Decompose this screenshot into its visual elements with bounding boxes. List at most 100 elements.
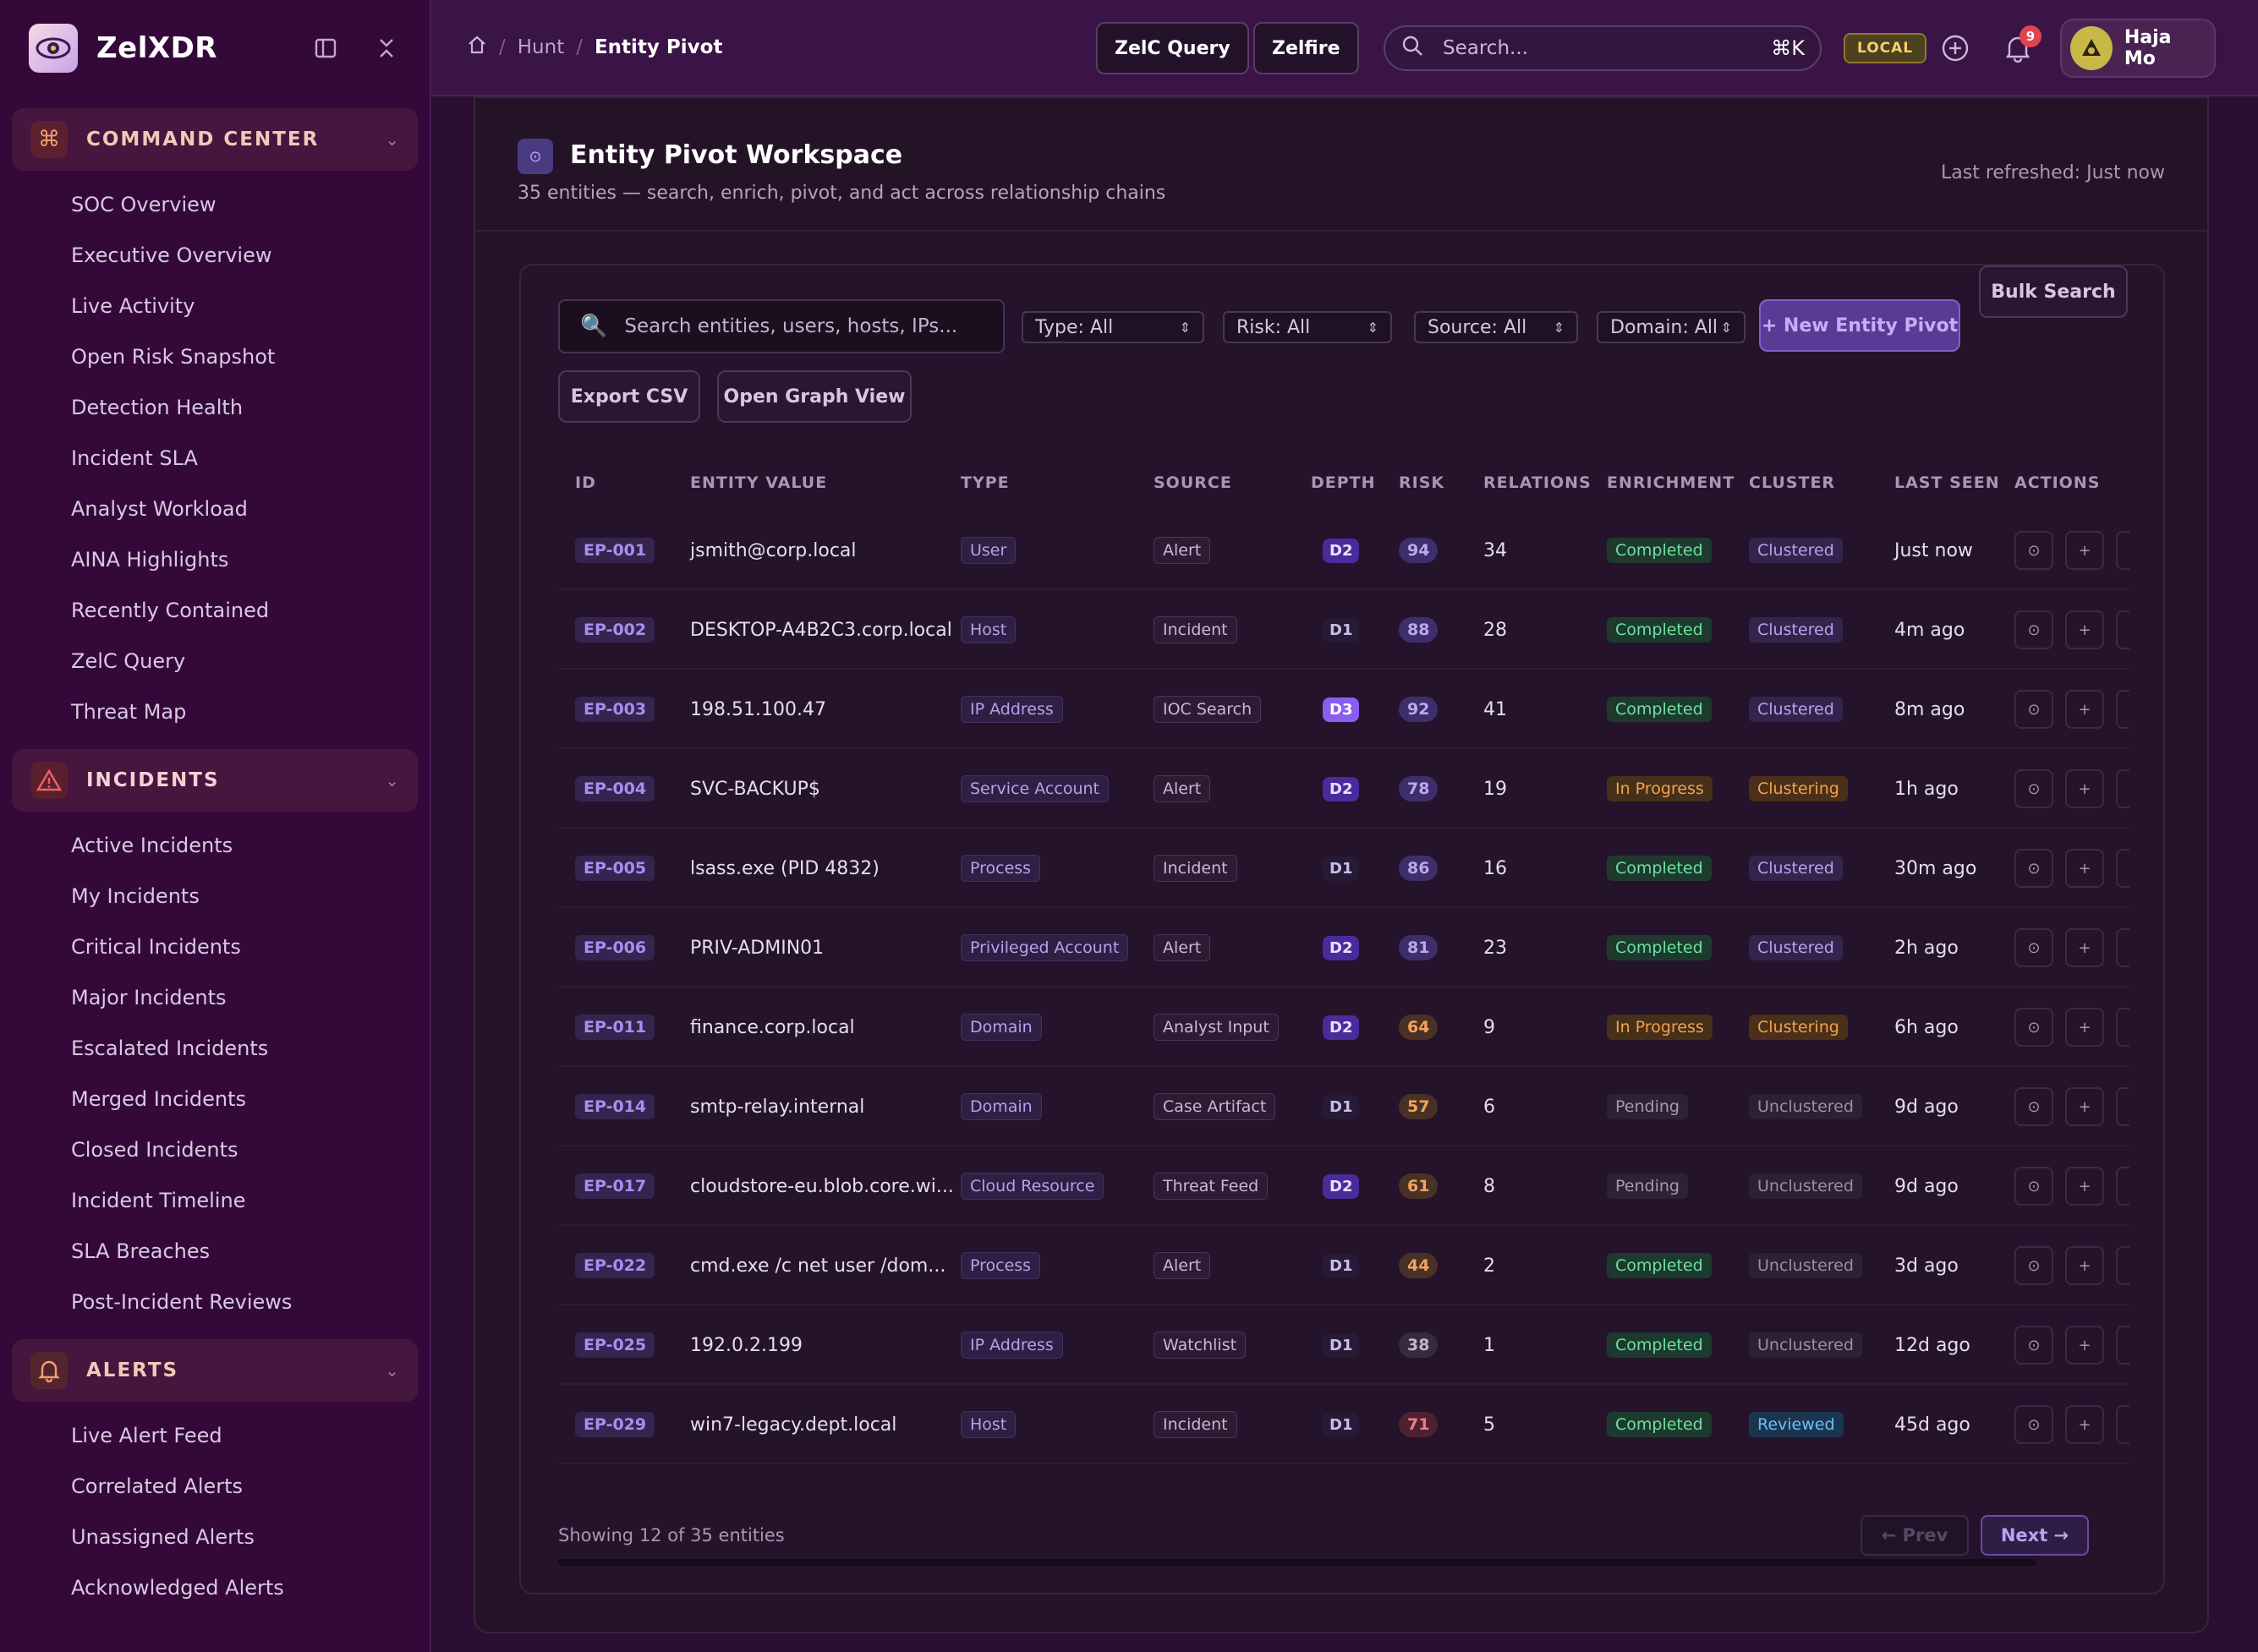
entity-id[interactable]: EP-029 bbox=[575, 1412, 655, 1437]
zelc-query-button[interactable]: ZelC Query bbox=[1096, 22, 1249, 74]
entity-id[interactable]: EP-022 bbox=[575, 1253, 655, 1278]
sidebar-item-detection-health[interactable]: Detection Health bbox=[0, 382, 430, 433]
add-icon[interactable]: + bbox=[2065, 1008, 2104, 1047]
col-risk[interactable]: RISK bbox=[1399, 473, 1444, 492]
table-row[interactable]: EP-001 jsmith@corp.local User Alert D2 94 34 Co… bbox=[558, 511, 2129, 590]
entity-id[interactable]: EP-025 bbox=[575, 1332, 655, 1358]
next-page-button[interactable]: Next → bbox=[1981, 1515, 2089, 1556]
pivot-icon[interactable]: ⊙ bbox=[2014, 1087, 2053, 1126]
sidebar-item-incident-timeline[interactable]: Incident Timeline bbox=[0, 1175, 430, 1226]
zelfire-button[interactable]: Zelfire bbox=[1253, 22, 1359, 74]
entity-value[interactable]: jsmith@corp.local bbox=[690, 511, 857, 590]
export-csv-button[interactable]: Export CSV bbox=[558, 370, 700, 423]
sidebar-item-my-incidents[interactable]: My Incidents bbox=[0, 871, 430, 922]
section-alerts[interactable]: ALERTS ⌄ bbox=[12, 1339, 418, 1402]
sidebar-item-live-alert-feed[interactable]: Live Alert Feed bbox=[0, 1410, 430, 1461]
pivot-icon[interactable]: ⊙ bbox=[2014, 531, 2053, 570]
sidebar-item-post-incident-reviews[interactable]: Post-Incident Reviews bbox=[0, 1277, 430, 1327]
horizontal-scrollbar[interactable] bbox=[558, 1559, 2036, 1566]
pivot-icon[interactable]: ⊙ bbox=[2014, 610, 2053, 649]
pivot-icon[interactable]: ⊙ bbox=[2014, 849, 2053, 888]
table-row[interactable]: EP-025 192.0.2.199 IP Address Watchlist D1 38… bbox=[558, 1305, 2129, 1385]
pivot-icon[interactable]: ⊙ bbox=[2014, 1405, 2053, 1444]
table-row[interactable]: EP-011 finance.corp.local Domain Analyst In… bbox=[558, 987, 2129, 1067]
add-circle-icon[interactable] bbox=[1938, 31, 1972, 65]
add-icon[interactable]: + bbox=[2065, 769, 2104, 808]
col-type[interactable]: TYPE bbox=[961, 473, 1010, 492]
entity-value[interactable]: cmd.exe /c net user /dom... bbox=[690, 1226, 945, 1305]
sidebar-item-aina-highlights[interactable]: AINA Highlights bbox=[0, 534, 430, 585]
more-actions-icon[interactable] bbox=[2116, 1405, 2129, 1444]
source-filter-select[interactable]: Source: All ⇕ bbox=[1414, 311, 1578, 343]
entity-id[interactable]: EP-011 bbox=[575, 1015, 655, 1040]
entity-id[interactable]: EP-002 bbox=[575, 617, 655, 643]
entity-id[interactable]: EP-003 bbox=[575, 697, 655, 722]
sidebar-item-acknowledged-alerts[interactable]: Acknowledged Alerts bbox=[0, 1562, 430, 1613]
sidebar-item-recently-contained[interactable]: Recently Contained bbox=[0, 585, 430, 636]
more-actions-icon[interactable] bbox=[2116, 1167, 2129, 1206]
bulk-search-button[interactable]: Bulk Search bbox=[1979, 265, 2128, 318]
sidebar-item-major-incidents[interactable]: Major Incidents bbox=[0, 972, 430, 1023]
pivot-icon[interactable]: ⊙ bbox=[2014, 769, 2053, 808]
more-actions-icon[interactable] bbox=[2116, 610, 2129, 649]
sidebar-item-live-activity[interactable]: Live Activity bbox=[0, 281, 430, 331]
col-last-seen[interactable]: LAST SEEN bbox=[1894, 473, 2000, 492]
breadcrumb-hunt[interactable]: Hunt bbox=[518, 36, 564, 58]
global-search-input[interactable]: Search... ⌘K bbox=[1384, 25, 1822, 71]
entity-value[interactable]: lsass.exe (PID 4832) bbox=[690, 829, 880, 908]
table-row[interactable]: EP-017 cloudstore-eu.blob.core.wi... Cloud… bbox=[558, 1146, 2129, 1226]
table-row[interactable]: EP-002 DESKTOP-A4B2C3.corp.local Host Incid… bbox=[558, 590, 2129, 670]
entity-id[interactable]: EP-005 bbox=[575, 856, 655, 881]
sidebar-item-threat-map[interactable]: Threat Map bbox=[0, 687, 430, 737]
entity-value[interactable]: DESKTOP-A4B2C3.corp.local bbox=[690, 590, 952, 670]
sidebar-item-analyst-workload[interactable]: Analyst Workload bbox=[0, 484, 430, 534]
table-row[interactable]: EP-004 SVC-BACKUP$ Service Account Alert D2 7… bbox=[558, 749, 2129, 829]
entity-value[interactable]: finance.corp.local bbox=[690, 987, 855, 1067]
add-icon[interactable]: + bbox=[2065, 690, 2104, 729]
home-icon[interactable] bbox=[467, 35, 487, 60]
col-enrichment[interactable]: ENRICHMENT bbox=[1607, 473, 1735, 492]
domain-filter-select[interactable]: Domain: All ⇕ bbox=[1597, 311, 1746, 343]
add-icon[interactable]: + bbox=[2065, 610, 2104, 649]
table-row[interactable]: EP-006 PRIV-ADMIN01 Privileged Account Aler… bbox=[558, 908, 2129, 987]
sidebar-item-correlated-alerts[interactable]: Correlated Alerts bbox=[0, 1461, 430, 1512]
more-actions-icon[interactable] bbox=[2116, 928, 2129, 967]
pivot-icon[interactable]: ⊙ bbox=[2014, 690, 2053, 729]
sidebar-item-open-risk-snapshot[interactable]: Open Risk Snapshot bbox=[0, 331, 430, 382]
entity-id[interactable]: EP-017 bbox=[575, 1173, 655, 1199]
pivot-icon[interactable]: ⊙ bbox=[2014, 1167, 2053, 1206]
sidebar-item-closed-incidents[interactable]: Closed Incidents bbox=[0, 1124, 430, 1175]
table-row[interactable]: EP-003 198.51.100.47 IP Address IOC Search D… bbox=[558, 670, 2129, 749]
pivot-icon[interactable]: ⊙ bbox=[2014, 1326, 2053, 1365]
add-icon[interactable]: + bbox=[2065, 1246, 2104, 1285]
entity-id[interactable]: EP-014 bbox=[575, 1094, 655, 1119]
table-row[interactable]: EP-022 cmd.exe /c net user /dom... Process… bbox=[558, 1226, 2129, 1305]
section-incidents[interactable]: INCIDENTS ⌄ bbox=[12, 749, 418, 812]
sidebar-item-sla-breaches[interactable]: SLA Breaches bbox=[0, 1226, 430, 1277]
section-command-center[interactable]: ⌘ COMMAND CENTER ⌄ bbox=[12, 108, 418, 171]
more-actions-icon[interactable] bbox=[2116, 1008, 2129, 1047]
add-icon[interactable]: + bbox=[2065, 1167, 2104, 1206]
sidebar-item-executive-overview[interactable]: Executive Overview bbox=[0, 230, 430, 281]
pivot-icon[interactable]: ⊙ bbox=[2014, 1008, 2053, 1047]
prev-page-button[interactable]: ← Prev bbox=[1861, 1515, 1969, 1556]
table-row[interactable]: EP-005 lsass.exe (PID 4832) Process Inciden… bbox=[558, 829, 2129, 908]
more-actions-icon[interactable] bbox=[2116, 769, 2129, 808]
sidebar-item-critical-incidents[interactable]: Critical Incidents bbox=[0, 922, 430, 972]
more-actions-icon[interactable] bbox=[2116, 1087, 2129, 1126]
sidebar-item-escalated-incidents[interactable]: Escalated Incidents bbox=[0, 1023, 430, 1074]
pivot-icon[interactable]: ⊙ bbox=[2014, 1246, 2053, 1285]
add-icon[interactable]: + bbox=[2065, 1326, 2104, 1365]
entity-value[interactable]: 198.51.100.47 bbox=[690, 670, 826, 749]
sidebar-item-merged-incidents[interactable]: Merged Incidents bbox=[0, 1074, 430, 1124]
more-actions-icon[interactable] bbox=[2116, 1326, 2129, 1365]
entity-id[interactable]: EP-006 bbox=[575, 935, 655, 960]
entity-value[interactable]: SVC-BACKUP$ bbox=[690, 749, 820, 829]
sidebar-panel-toggle-icon[interactable] bbox=[310, 32, 342, 64]
entity-id[interactable]: EP-004 bbox=[575, 776, 655, 801]
col-entity-value[interactable]: ENTITY VALUE bbox=[690, 473, 827, 492]
add-icon[interactable]: + bbox=[2065, 849, 2104, 888]
more-actions-icon[interactable] bbox=[2116, 849, 2129, 888]
entity-value[interactable]: PRIV-ADMIN01 bbox=[690, 908, 824, 987]
add-icon[interactable]: + bbox=[2065, 531, 2104, 570]
